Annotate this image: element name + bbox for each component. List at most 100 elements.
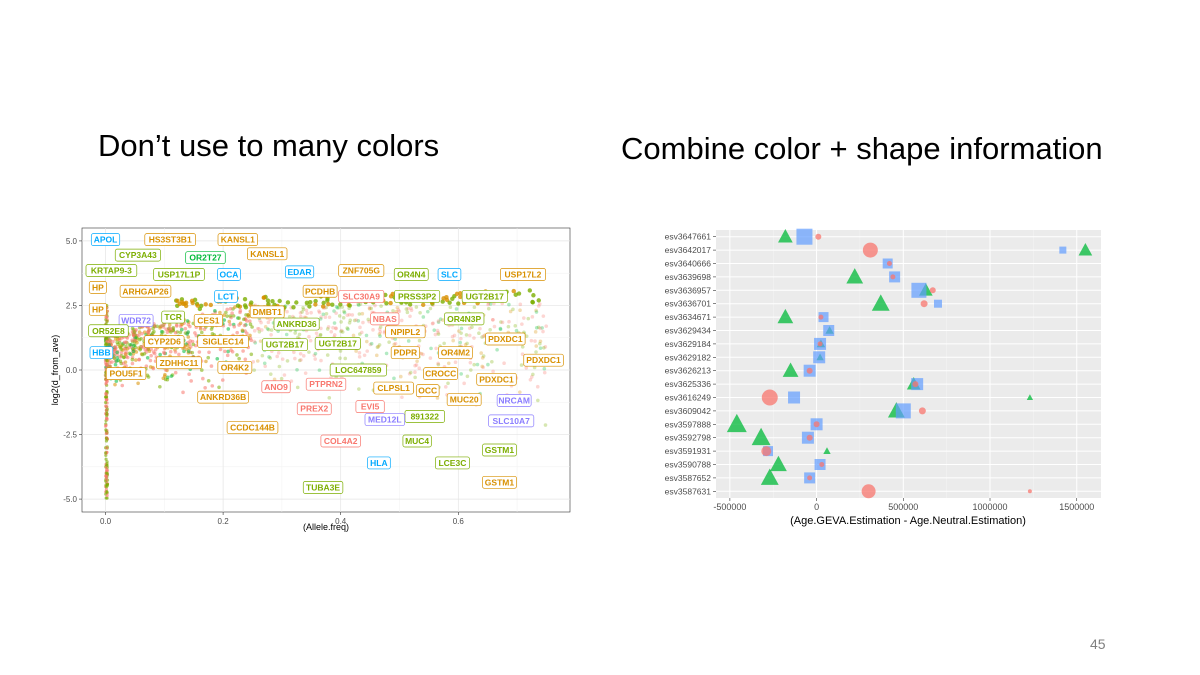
data-point: [399, 318, 404, 323]
gene-label: USP17L1P: [153, 268, 205, 281]
data-point: [175, 324, 179, 328]
gene-label-text: USP17L2: [505, 269, 542, 279]
data-point: [459, 326, 464, 331]
gene-label-text: OR4N4: [397, 269, 426, 279]
data-point: [104, 381, 108, 385]
gene-label-text: SLC: [441, 269, 458, 279]
gene-label: CCDC144B: [226, 421, 279, 434]
circle-point: [815, 233, 822, 240]
data-point: [375, 345, 380, 350]
data-point: [175, 298, 180, 304]
gene-label-text: CCDC144B: [230, 423, 275, 433]
gene-label-box: [423, 367, 459, 380]
gene-label-box: [437, 346, 473, 360]
circle-point: [1027, 489, 1032, 494]
gene-label-text: TUBA3E: [306, 482, 340, 492]
data-point: [508, 309, 513, 314]
data-point: [103, 451, 108, 455]
data-point: [146, 331, 151, 335]
data-point: [153, 347, 158, 352]
data-point: [433, 332, 438, 337]
gene-label: OR4N3P: [444, 312, 485, 326]
gene-label-text: KRTAP9-3: [91, 266, 132, 276]
gene-label-text: PTPRN2: [309, 379, 343, 389]
gene-label: ARHGAP26: [119, 284, 172, 298]
gene-label: HLA: [367, 456, 391, 470]
data-point: [292, 350, 296, 355]
data-point: [104, 392, 108, 396]
data-point: [104, 466, 108, 470]
data-point: [164, 327, 169, 332]
data-point: [238, 310, 242, 315]
data-point: [195, 303, 200, 308]
data-point: [362, 353, 367, 358]
data-point: [113, 382, 117, 387]
gene-label-box: [305, 377, 347, 391]
data-point: [266, 320, 271, 325]
gene-label-box: [314, 337, 361, 350]
data-point: [298, 314, 303, 319]
data-point: [516, 291, 522, 296]
y-tick-label: esv3647661: [665, 232, 712, 242]
gene-label-text: APOL: [94, 235, 118, 245]
data-point: [162, 350, 166, 355]
data-point: [197, 350, 202, 354]
data-point: [514, 328, 519, 333]
gene-label: HP: [88, 302, 107, 316]
data-point: [345, 326, 349, 330]
data-point: [179, 327, 184, 332]
data-point: [511, 288, 516, 294]
data-point: [124, 350, 128, 354]
data-point: [421, 352, 425, 357]
data-point: [249, 352, 254, 357]
gene-label-box: [273, 317, 320, 331]
data-point: [105, 417, 109, 421]
data-point: [365, 339, 369, 344]
gene-label-text: LCT: [218, 291, 235, 301]
data-point: [356, 302, 360, 306]
y-tick-label: esv3597888: [665, 419, 712, 429]
data-point: [538, 339, 543, 344]
data-point: [250, 325, 254, 329]
data-point: [365, 349, 370, 353]
data-point: [104, 436, 109, 440]
gene-label: DMBT1: [249, 305, 285, 319]
gene-label: TCR: [161, 310, 185, 324]
gene-label-text: PDPR: [394, 348, 418, 358]
data-point: [297, 332, 302, 337]
gene-label-text: COL4A2: [324, 436, 358, 446]
data-point: [105, 431, 109, 435]
data-point: [276, 351, 281, 355]
data-point: [285, 309, 289, 314]
triangle-point: [770, 455, 787, 472]
data-point: [520, 345, 525, 349]
data-point: [432, 328, 437, 332]
data-point: [475, 362, 480, 367]
data-point: [130, 361, 135, 366]
data-point: [441, 296, 446, 301]
data-point: [454, 291, 460, 297]
data-point: [206, 355, 211, 360]
data-point: [225, 314, 229, 318]
data-point: [357, 312, 362, 316]
data-point: [252, 339, 257, 344]
triangle-point: [777, 308, 794, 324]
gene-label: PTPRN2: [305, 377, 347, 391]
data-point: [335, 305, 340, 310]
data-point: [330, 302, 335, 307]
data-point: [242, 323, 247, 328]
data-point: [367, 306, 372, 311]
circle-point: [813, 421, 820, 428]
data-point: [204, 359, 208, 364]
data-point: [378, 325, 383, 329]
data-point: [435, 396, 440, 400]
data-point: [266, 301, 271, 307]
data-point: [524, 334, 529, 338]
gene-label: CYP2D6: [144, 335, 185, 348]
triangle-point: [871, 294, 890, 311]
gene-label-text: CLPSL1: [377, 383, 410, 393]
data-point: [223, 349, 227, 354]
gene-label-text: USP17L1P: [158, 269, 201, 279]
gene-label-box: [476, 372, 517, 386]
gene-label-text: NBAS: [373, 314, 397, 324]
